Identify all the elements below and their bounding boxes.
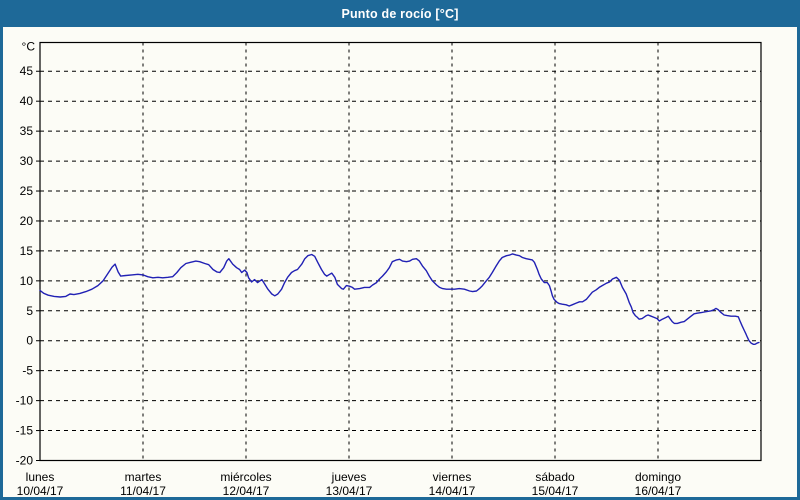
day-name-label: viernes [433,470,472,484]
page-title: Punto de rocío [°C] [341,6,459,21]
y-tick-label: -15 [16,424,34,438]
day-name-label: jueves [331,470,367,484]
day-date-label: 15/04/17 [532,484,579,498]
y-tick-label: 10 [20,274,34,288]
y-tick-label: -10 [16,394,34,408]
day-name-label: martes [125,470,162,484]
y-tick-label: 30 [20,154,34,168]
y-tick-label: 0 [26,334,33,348]
y-tick-label: 15 [20,244,34,258]
day-date-label: 11/04/17 [120,484,166,498]
day-date-label: 13/04/17 [326,484,373,498]
day-date-label: 16/04/17 [635,484,682,498]
day-date-label: 12/04/17 [223,484,270,498]
plot-border [39,41,762,462]
day-name-label: sábado [535,470,575,484]
day-name-label: domingo [635,470,681,484]
y-tick-label: 45 [20,64,34,78]
y-tick-label: 35 [20,124,34,138]
y-tick-label: 25 [20,184,34,198]
day-date-label: 10/04/17 [17,484,64,498]
day-name-label: lunes [26,470,55,484]
day-name-label: miércoles [220,470,271,484]
y-tick-label: 20 [20,214,34,228]
y-axis-unit-label: °C [22,40,36,54]
chart-content-area [3,27,797,497]
y-tick-label: -5 [22,364,33,378]
y-tick-label: 5 [26,304,33,318]
day-date-label: 14/04/17 [429,484,476,498]
window-titlebar: Punto de rocío [°C] [0,0,800,27]
y-tick-label: -20 [16,454,34,468]
dewpoint-line [39,253,760,345]
y-tick-label: 40 [20,94,34,108]
